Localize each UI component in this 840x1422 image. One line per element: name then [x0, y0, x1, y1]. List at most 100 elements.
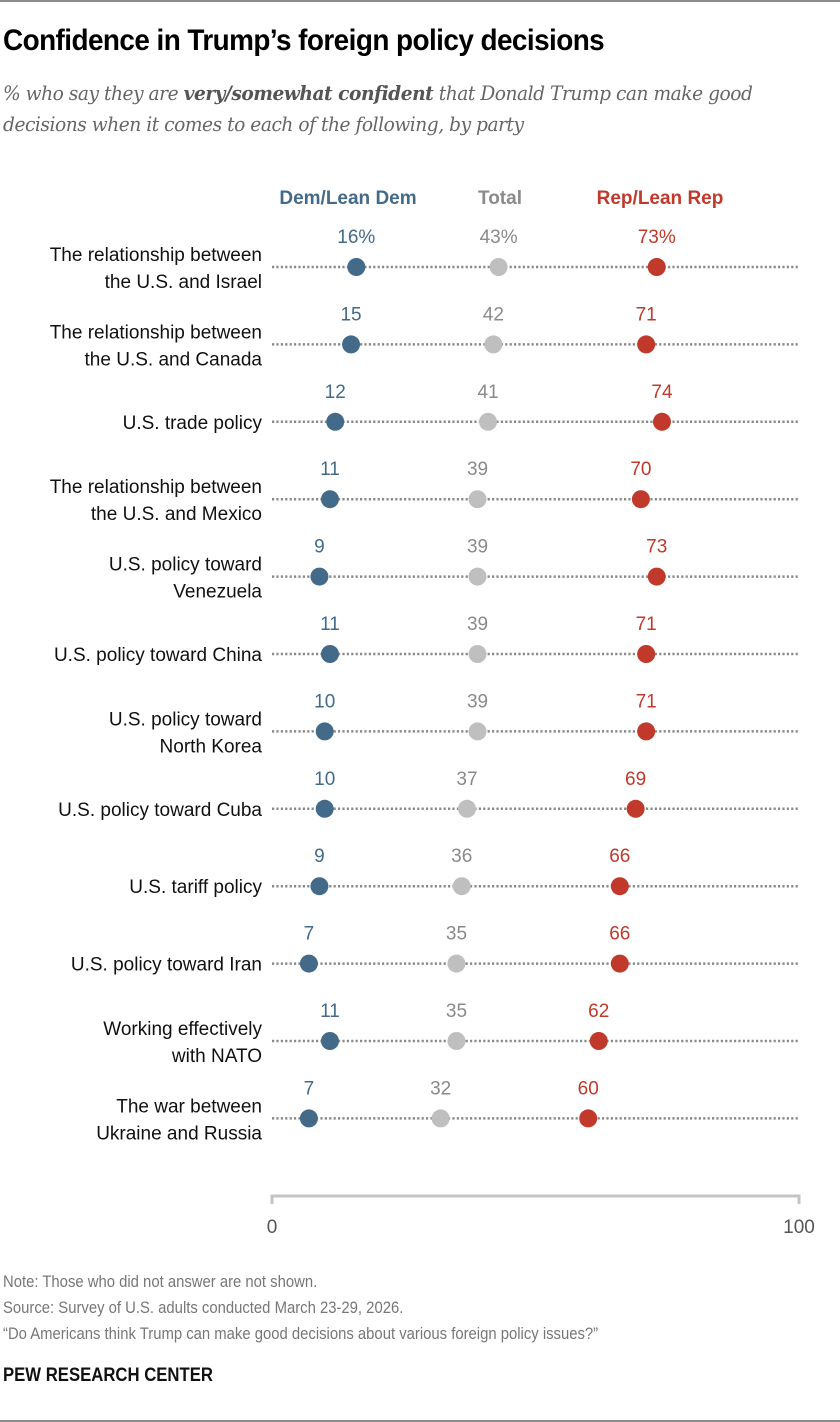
value-label-total: 42: [483, 304, 504, 325]
chart-subtitle: % who say they are very/somewhat confide…: [3, 78, 775, 140]
dot-dem: [315, 722, 334, 741]
dot-dem: [320, 645, 339, 663]
category-label-line: the U.S. and Mexico: [91, 504, 262, 525]
value-label-dem: 12: [325, 382, 346, 403]
legend-total: Total: [478, 188, 522, 209]
dot-rep: [647, 567, 666, 586]
value-label-dem: 10: [314, 691, 335, 712]
category-label: U.S. policy toward Iran: [71, 955, 262, 976]
value-label-rep: 62: [588, 1001, 609, 1022]
value-label-dem: 10: [314, 769, 335, 790]
dot-dem: [320, 1032, 339, 1050]
value-label-rep: 73: [646, 537, 667, 558]
dot-total: [468, 567, 487, 586]
value-label-total: 37: [456, 769, 477, 790]
value-label-dem: 11: [320, 1001, 340, 1022]
category-label: The war between Ukraine and Russia: [96, 1096, 262, 1144]
value-label-rep: 71: [636, 614, 657, 635]
dot-rep: [579, 1109, 598, 1128]
dot-rep: [637, 722, 656, 741]
dot-dem: [310, 567, 329, 586]
dot-dem: [315, 799, 334, 818]
footer-source: Source: Survey of U.S. adults conducted …: [3, 1299, 404, 1317]
dot-dem: [347, 258, 366, 276]
category-label: U.S. policy toward Venezuela: [109, 555, 263, 603]
value-label-total: 39: [467, 614, 488, 635]
category-label: The relationship between the U.S. and Can…: [50, 322, 263, 370]
category-label: U.S. policy toward North Korea: [109, 709, 263, 757]
category-label: U.S. tariff policy: [129, 877, 262, 898]
dot-rep: [589, 1032, 608, 1050]
category-label-line: The relationship between: [50, 322, 262, 343]
value-label-dem: 9: [314, 537, 325, 558]
value-label-rep: 71: [636, 304, 657, 325]
value-label-dem: 7: [304, 924, 315, 945]
value-label-dem: 15: [340, 304, 361, 325]
x-tick-label: 100: [783, 1217, 815, 1238]
dot-total: [457, 799, 476, 818]
value-label-rep: 60: [578, 1078, 599, 1099]
value-label-rep: 69: [625, 769, 646, 790]
value-label-dem: 11: [320, 614, 340, 635]
dot-dem: [310, 877, 329, 896]
value-label-dem: 16%: [337, 227, 375, 248]
value-label-total: 35: [446, 924, 467, 945]
value-label-total: 35: [446, 1001, 467, 1022]
dot-total: [447, 1032, 466, 1050]
dot-total: [431, 1109, 450, 1128]
category-label-line: the U.S. and Israel: [105, 272, 262, 293]
category-label: Working effectively with NATO: [103, 1019, 262, 1067]
value-label-total: 39: [467, 691, 488, 712]
value-label-total: 32: [430, 1078, 451, 1099]
category-label-line: with NATO: [171, 1046, 262, 1067]
value-label-total: 39: [467, 459, 488, 480]
category-label-line: Ukraine and Russia: [96, 1123, 262, 1144]
subtitle-emphasis: very/somewhat confident: [183, 81, 434, 105]
category-label-line: The relationship between: [50, 477, 262, 498]
value-label-total: 43%: [480, 227, 518, 248]
dot-dem: [299, 954, 318, 973]
category-label-line: North Korea: [160, 736, 263, 757]
dot-dem: [299, 1109, 318, 1128]
value-label-rep: 66: [609, 846, 630, 867]
dot-rep: [647, 258, 666, 276]
category-label-line: the U.S. and Canada: [85, 349, 263, 370]
value-label-rep: 70: [630, 459, 651, 480]
dot-plot-chart: Dem/Lean Dem Total Rep/Lean Rep The relatio…: [50, 188, 815, 1238]
dot-total: [468, 490, 487, 509]
category-label: The relationship between the U.S. and Isr…: [50, 245, 262, 293]
subtitle-post: that Donald Trump can make good decision…: [3, 81, 753, 136]
dot-rep: [610, 954, 629, 973]
category-label-line: The war between: [116, 1096, 262, 1117]
value-label-rep: 71: [636, 691, 657, 712]
subtitle-pre: % who say they are: [3, 81, 184, 105]
dot-rep: [652, 412, 671, 431]
footer-note: Note: Those who did not answer are not s…: [3, 1273, 318, 1291]
dot-dem: [342, 335, 361, 354]
dot-total: [452, 877, 471, 896]
category-label: U.S. policy toward Cuba: [58, 800, 262, 821]
value-label-total: 36: [451, 846, 472, 867]
dot-total: [489, 258, 508, 276]
dot-dem: [326, 412, 345, 431]
top-rule: [0, 0, 840, 2]
category-label-line: U.S. policy toward: [109, 555, 262, 576]
dot-total: [484, 335, 503, 354]
category-label: U.S. trade policy: [123, 413, 263, 434]
value-label-dem: 7: [304, 1078, 315, 1099]
category-label-line: U.S. policy toward: [109, 709, 262, 730]
value-label-rep: 74: [651, 382, 673, 403]
dot-rep: [631, 490, 650, 509]
category-label-line: Venezuela: [173, 582, 262, 603]
footer-report-title: “Do Americans think Trump can make good …: [3, 1325, 599, 1343]
value-label-dem: 9: [314, 846, 325, 867]
value-label-rep: 73%: [638, 227, 676, 248]
legend-rep: Rep/Lean Rep: [597, 188, 724, 209]
bottom-rule: [0, 1420, 840, 1422]
dot-total: [479, 412, 498, 431]
category-label: The relationship between the U.S. and Mex…: [50, 477, 262, 525]
category-label: U.S. policy toward China: [54, 645, 262, 666]
category-label-line: Working effectively: [103, 1019, 262, 1040]
dot-total: [468, 645, 487, 663]
dot-rep: [610, 877, 629, 896]
